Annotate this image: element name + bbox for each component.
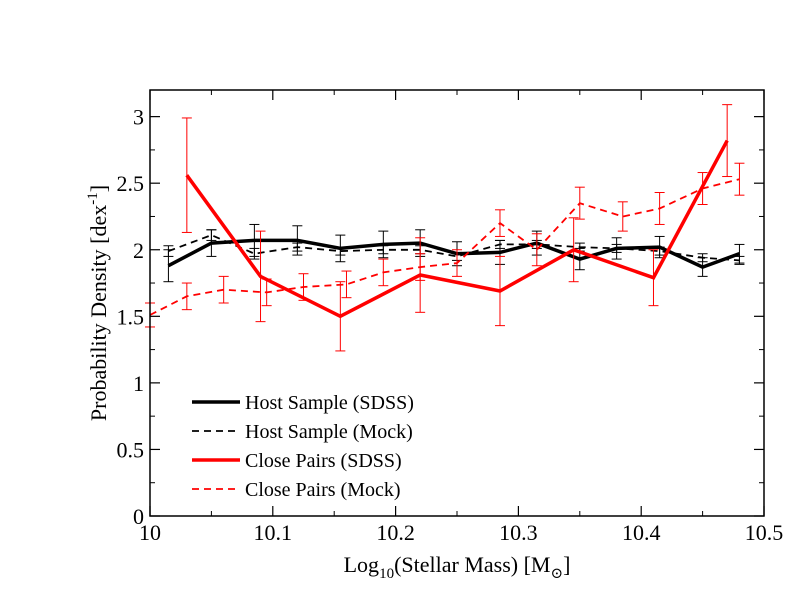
- x-tick-label: 10.3: [499, 520, 538, 545]
- legend-item: Host Sample (Mock): [192, 421, 413, 443]
- series-1: [163, 229, 745, 265]
- legend-item: Close Pairs (Mock): [192, 479, 401, 501]
- error-bar: [734, 162, 745, 196]
- x-tick-label: 10: [139, 520, 161, 545]
- error-bar: [206, 229, 217, 241]
- x-axis-label-subscript: 10: [379, 566, 394, 582]
- error-bar: [335, 246, 346, 256]
- y-tick-label: 0: [133, 504, 144, 529]
- x-tick-label: 10.1: [254, 520, 293, 545]
- ticks-layer: 10 10.1 10.2 10.3 10.4 10.5 0 0.5 1 1.5 2 2.5 3: [117, 90, 784, 545]
- x-tick-label: 10.2: [376, 520, 415, 545]
- x-tick-label: 10.5: [745, 520, 784, 545]
- y-tick-label: 3: [133, 105, 144, 130]
- error-bar: [249, 247, 260, 260]
- y-tick-label: 2.5: [117, 171, 145, 196]
- series-3: [145, 162, 745, 328]
- legend-label: Host Sample (SDSS): [245, 392, 414, 414]
- y-tick-label: 0.5: [117, 437, 145, 462]
- y-tick-label: 1: [133, 371, 144, 396]
- error-bar: [617, 201, 628, 232]
- x-axis-label: Log10(Stellar Mass) [M⊙]: [344, 552, 571, 582]
- series-2: [181, 104, 733, 352]
- legend-label: Close Pairs (SDSS): [245, 450, 402, 472]
- x-tick-label: 10.4: [622, 520, 661, 545]
- plot-frame: [149, 89, 765, 517]
- error-bar: [531, 233, 542, 267]
- y-axis-label: Probability Density [dex-1]: [85, 185, 111, 421]
- series-line: [149, 178, 740, 316]
- series-line: [185, 139, 729, 319]
- legend-item: Host Sample (SDSS): [192, 392, 414, 414]
- error-bar: [341, 270, 352, 299]
- sun-symbol: ⊙: [550, 566, 563, 582]
- legend-item: Close Pairs (SDSS): [192, 450, 402, 472]
- error-bar: [654, 246, 665, 256]
- series-layer: [145, 104, 745, 352]
- y-axis-label-superscript: -1: [85, 192, 101, 205]
- legend: Host Sample (SDSS) Host Sample (Mock) Clos…: [192, 392, 414, 501]
- legend-label: Close Pairs (Mock): [245, 479, 401, 501]
- error-bar: [734, 255, 745, 265]
- y-tick-label: 1.5: [117, 304, 145, 329]
- legend-label: Host Sample (Mock): [245, 421, 413, 443]
- y-tick-label: 2: [133, 238, 144, 263]
- series-line: [168, 234, 740, 262]
